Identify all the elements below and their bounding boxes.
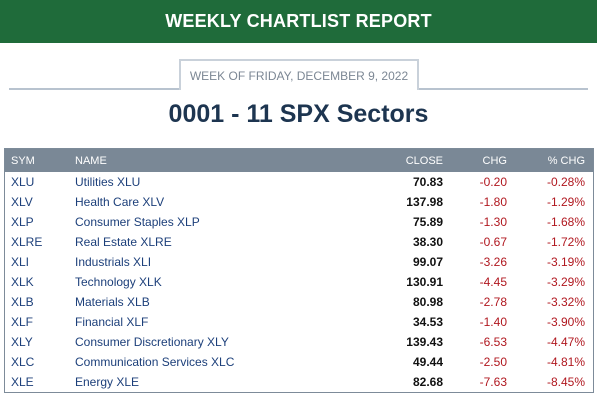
row-symbol-link[interactable]: XLC [11, 355, 35, 369]
table-header-row: SYM NAME CLOSE CHG % CHG [5, 149, 593, 172]
table-row[interactable]: XLRE Real Estate XLRE 38.30 -0.67 -1.72% [5, 232, 593, 252]
table-row[interactable]: XLY Consumer Discretionary XLY 139.43 -6.53… [5, 332, 593, 352]
row-name-link[interactable]: Real Estate XLRE [75, 235, 172, 249]
table-row[interactable]: XLU Utilities XLU 70.83 -0.20 -0.28% [5, 172, 593, 192]
header-sym[interactable]: SYM [11, 154, 35, 167]
row-symbol-link[interactable]: XLB [11, 295, 34, 309]
row-name-link[interactable]: Materials XLB [75, 295, 150, 309]
row-name-link[interactable]: Industrials XLI [75, 255, 152, 269]
row-name-link[interactable]: Consumer Staples XLP [75, 215, 200, 229]
row-symbol-link[interactable]: XLV [11, 195, 33, 209]
row-close-value: 38.30 [412, 235, 443, 249]
row-symbol-link[interactable]: XLF [11, 315, 34, 329]
table-row[interactable]: XLC Communication Services XLC 49.44 -2.50 -… [5, 352, 593, 372]
row-change-value: -2.50 [479, 355, 507, 369]
row-change-value: -1.40 [479, 315, 507, 329]
row-name-link[interactable]: Consumer Discretionary XLY [75, 335, 229, 349]
row-symbol-link[interactable]: XLP [11, 215, 34, 229]
row-pct-change-value: -1.68% [546, 215, 585, 229]
row-name-link[interactable]: Health Care XLV [75, 195, 165, 209]
table-row[interactable]: XLE Energy XLE 82.68 -7.63 -8.45% [5, 372, 593, 392]
row-name-link[interactable]: Financial XLF [75, 315, 149, 329]
row-close-value: 99.07 [412, 255, 443, 269]
row-pct-change-value: -3.29% [546, 275, 585, 289]
row-pct-change-value: -3.90% [546, 315, 585, 329]
row-close-value: 130.91 [406, 275, 443, 289]
table-row[interactable]: XLB Materials XLB 80.98 -2.78 -3.32% [5, 292, 593, 312]
row-pct-change-value: -1.29% [546, 195, 585, 209]
row-close-value: 75.89 [412, 215, 443, 229]
header-pct-chg[interactable]: % CHG [547, 154, 585, 167]
row-symbol-link[interactable]: XLU [11, 175, 35, 189]
row-pct-change-value: -1.72% [546, 235, 585, 249]
row-close-value: 49.44 [412, 355, 443, 369]
row-name-link[interactable]: Energy XLE [75, 375, 140, 389]
row-change-value: -1.30 [479, 215, 507, 229]
row-close-value: 139.43 [406, 335, 443, 349]
row-change-value: -0.67 [479, 235, 507, 249]
row-name-link[interactable]: Technology XLK [75, 275, 162, 289]
header-close[interactable]: CLOSE [405, 154, 443, 167]
row-pct-change-value: -4.81% [546, 355, 585, 369]
table-row[interactable]: XLV Health Care XLV 137.98 -1.80 -1.29% [5, 192, 593, 212]
banner-title: WEEKLY CHARTLIST REPORT [165, 11, 432, 31]
row-close-value: 80.98 [412, 295, 443, 309]
sector-table: SYM NAME CLOSE CHG % CHG XLU Utilities XL… [4, 148, 594, 393]
report-banner: WEEKLY CHARTLIST REPORT [0, 0, 597, 43]
table-row[interactable]: XLF Financial XLF 34.53 -1.40 -3.90% [5, 312, 593, 332]
row-close-value: 82.68 [412, 375, 443, 389]
row-close-value: 137.98 [406, 195, 443, 209]
row-pct-change-value: -3.32% [546, 295, 585, 309]
row-close-value: 34.53 [412, 315, 443, 329]
row-close-value: 70.83 [412, 175, 443, 189]
week-label-box: WEEK OF FRIDAY, DECEMBER 9, 2022 [179, 59, 419, 90]
row-symbol-link[interactable]: XLI [11, 255, 30, 269]
row-pct-change-value: -3.19% [546, 255, 585, 269]
row-symbol-link[interactable]: XLE [11, 375, 34, 389]
table-row[interactable]: XLP Consumer Staples XLP 75.89 -1.30 -1.68% [5, 212, 593, 232]
row-change-value: -1.80 [479, 195, 507, 209]
table-row[interactable]: XLI Industrials XLI 99.07 -3.26 -3.19% [5, 252, 593, 272]
row-name-link[interactable]: Utilities XLU [75, 175, 141, 189]
header-name[interactable]: NAME [75, 154, 107, 167]
row-change-value: -3.26 [479, 255, 507, 269]
row-pct-change-value: -0.28% [546, 175, 585, 189]
week-label: WEEK OF FRIDAY, DECEMBER 9, 2022 [189, 68, 409, 83]
row-change-value: -4.45 [479, 275, 507, 289]
page-title: 0001 - 11 SPX Sectors [168, 100, 429, 128]
row-change-value: -7.63 [479, 375, 507, 389]
header-chg[interactable]: CHG [482, 154, 507, 167]
row-symbol-link[interactable]: XLRE [11, 235, 43, 249]
row-change-value: -2.78 [479, 295, 507, 309]
row-change-value: -0.20 [479, 175, 507, 189]
row-pct-change-value: -4.47% [546, 335, 585, 349]
row-pct-change-value: -8.45% [546, 375, 585, 389]
row-change-value: -6.53 [479, 335, 507, 349]
row-symbol-link[interactable]: XLY [11, 335, 33, 349]
row-symbol-link[interactable]: XLK [11, 275, 34, 289]
row-name-link[interactable]: Communication Services XLC [75, 355, 235, 369]
table-row[interactable]: XLK Technology XLK 130.91 -4.45 -3.29% [5, 272, 593, 292]
